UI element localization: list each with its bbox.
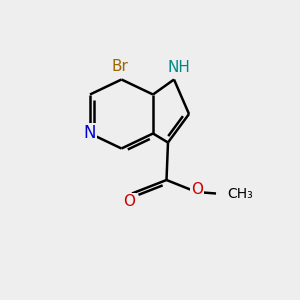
Text: O: O <box>123 194 135 209</box>
Text: N: N <box>83 124 96 142</box>
Text: CH₃: CH₃ <box>227 187 253 200</box>
Text: Br: Br <box>112 59 128 74</box>
Text: O: O <box>191 182 203 196</box>
Text: NH: NH <box>168 60 191 75</box>
